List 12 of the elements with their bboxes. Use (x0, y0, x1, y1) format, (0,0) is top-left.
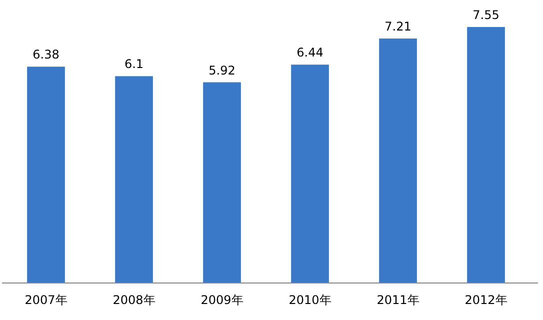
data-label: 6.1 (124, 57, 144, 72)
data-label: 6.38 (32, 48, 60, 62)
x-tick-label: 2007年 (24, 293, 68, 307)
x-tick-label: 2008年 (112, 293, 156, 307)
x-tick-label: 2011年 (376, 293, 420, 307)
x-tick-label: 2012年 (464, 293, 508, 307)
data-label: 7.55 (472, 8, 500, 22)
data-label: 7.21 (384, 20, 412, 34)
data-label: 6.44 (296, 46, 324, 60)
x-tick-label: 2010年 (288, 293, 332, 307)
data-label: 5.92 (208, 63, 236, 78)
x-tick-label: 2009年 (200, 293, 244, 307)
